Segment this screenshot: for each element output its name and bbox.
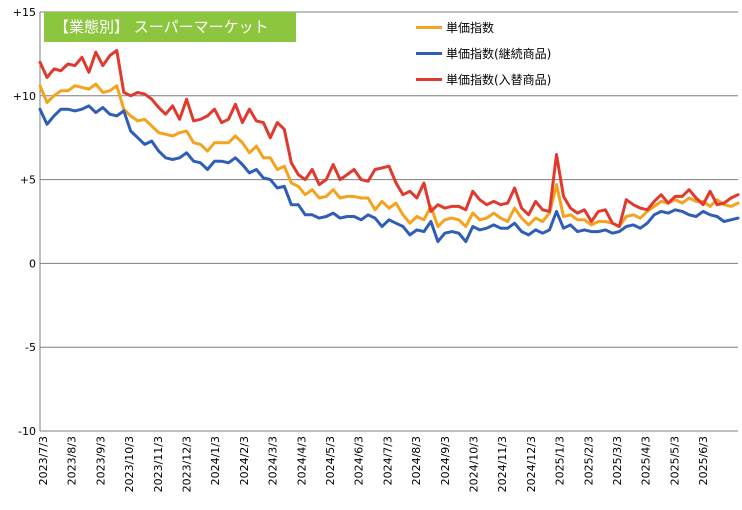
- x-tick-label: 2023/9/3: [94, 436, 107, 485]
- gridlines: [40, 11, 738, 432]
- x-tick-label: 2024/5/3: [324, 436, 337, 485]
- x-tick-label: 2024/2/3: [238, 436, 251, 485]
- x-tick-label: 2024/11/3: [496, 436, 509, 492]
- x-tick-label: 2024/7/3: [381, 436, 394, 485]
- x-tick-label: 2023/10/3: [123, 436, 136, 492]
- legend-label: 単価指数: [446, 20, 495, 35]
- x-tick-label: 2025/1/3: [554, 436, 567, 485]
- y-tick-label: +5: [20, 174, 36, 187]
- x-tick-label: 2024/1/3: [209, 436, 222, 485]
- legend-item-replaced-products: 単価指数(入替商品): [416, 66, 551, 92]
- x-tick-label: 2025/2/3: [582, 436, 595, 485]
- y-tick-label: +10: [13, 90, 36, 103]
- legend-item-unit-price-index: 単価指数: [416, 14, 551, 40]
- legend-label: 単価指数(継続商品): [446, 46, 552, 61]
- y-tick-label: 0: [29, 257, 36, 270]
- chart-title: 【業態別】 スーパーマーケット: [44, 12, 296, 42]
- x-tick-label: 2024/10/3: [468, 436, 481, 492]
- x-tick-label: 2023/12/3: [181, 436, 194, 492]
- y-tick-label: +15: [13, 6, 36, 19]
- series-line: [38, 49, 740, 228]
- x-tick-label: 2023/11/3: [152, 436, 165, 492]
- x-tick-label: 2024/3/3: [267, 436, 280, 485]
- x-tick-label: 2024/6/3: [353, 436, 366, 485]
- legend-label: 単価指数(入替商品): [446, 72, 552, 87]
- x-tick-label: 2023/8/3: [66, 436, 79, 485]
- y-tick-label: -10: [18, 425, 36, 438]
- legend-swatch-orange: [416, 25, 442, 29]
- x-tick-label: 2024/8/3: [410, 436, 423, 485]
- legend: 単価指数 単価指数(継続商品) 単価指数(入替商品): [416, 14, 551, 92]
- x-tick-label: 2024/12/3: [525, 436, 538, 492]
- y-tick-label: -5: [25, 341, 36, 354]
- x-tick-labels: 2023/7/3 2023/8/3 2023/9/3 2023/10/3 2023/11…: [37, 436, 710, 492]
- legend-swatch-red: [416, 77, 442, 81]
- x-tick-label: 2025/5/3: [668, 436, 681, 485]
- y-tick-labels: +15 +10 +5 0 -5 -10: [13, 6, 36, 438]
- series-line: [38, 104, 740, 244]
- x-tick-label: 2025/6/3: [697, 436, 710, 485]
- x-tick-label: 2023/7/3: [37, 436, 50, 485]
- x-tick-label: 2024/9/3: [439, 436, 452, 485]
- x-tick-label: 2024/4/3: [295, 436, 308, 485]
- series-lines: [38, 49, 740, 244]
- legend-item-continuing-products: 単価指数(継続商品): [416, 40, 551, 66]
- legend-swatch-blue: [416, 51, 442, 55]
- x-tick-label: 2025/3/3: [611, 436, 624, 485]
- x-tick-label: 2025/4/3: [640, 436, 653, 485]
